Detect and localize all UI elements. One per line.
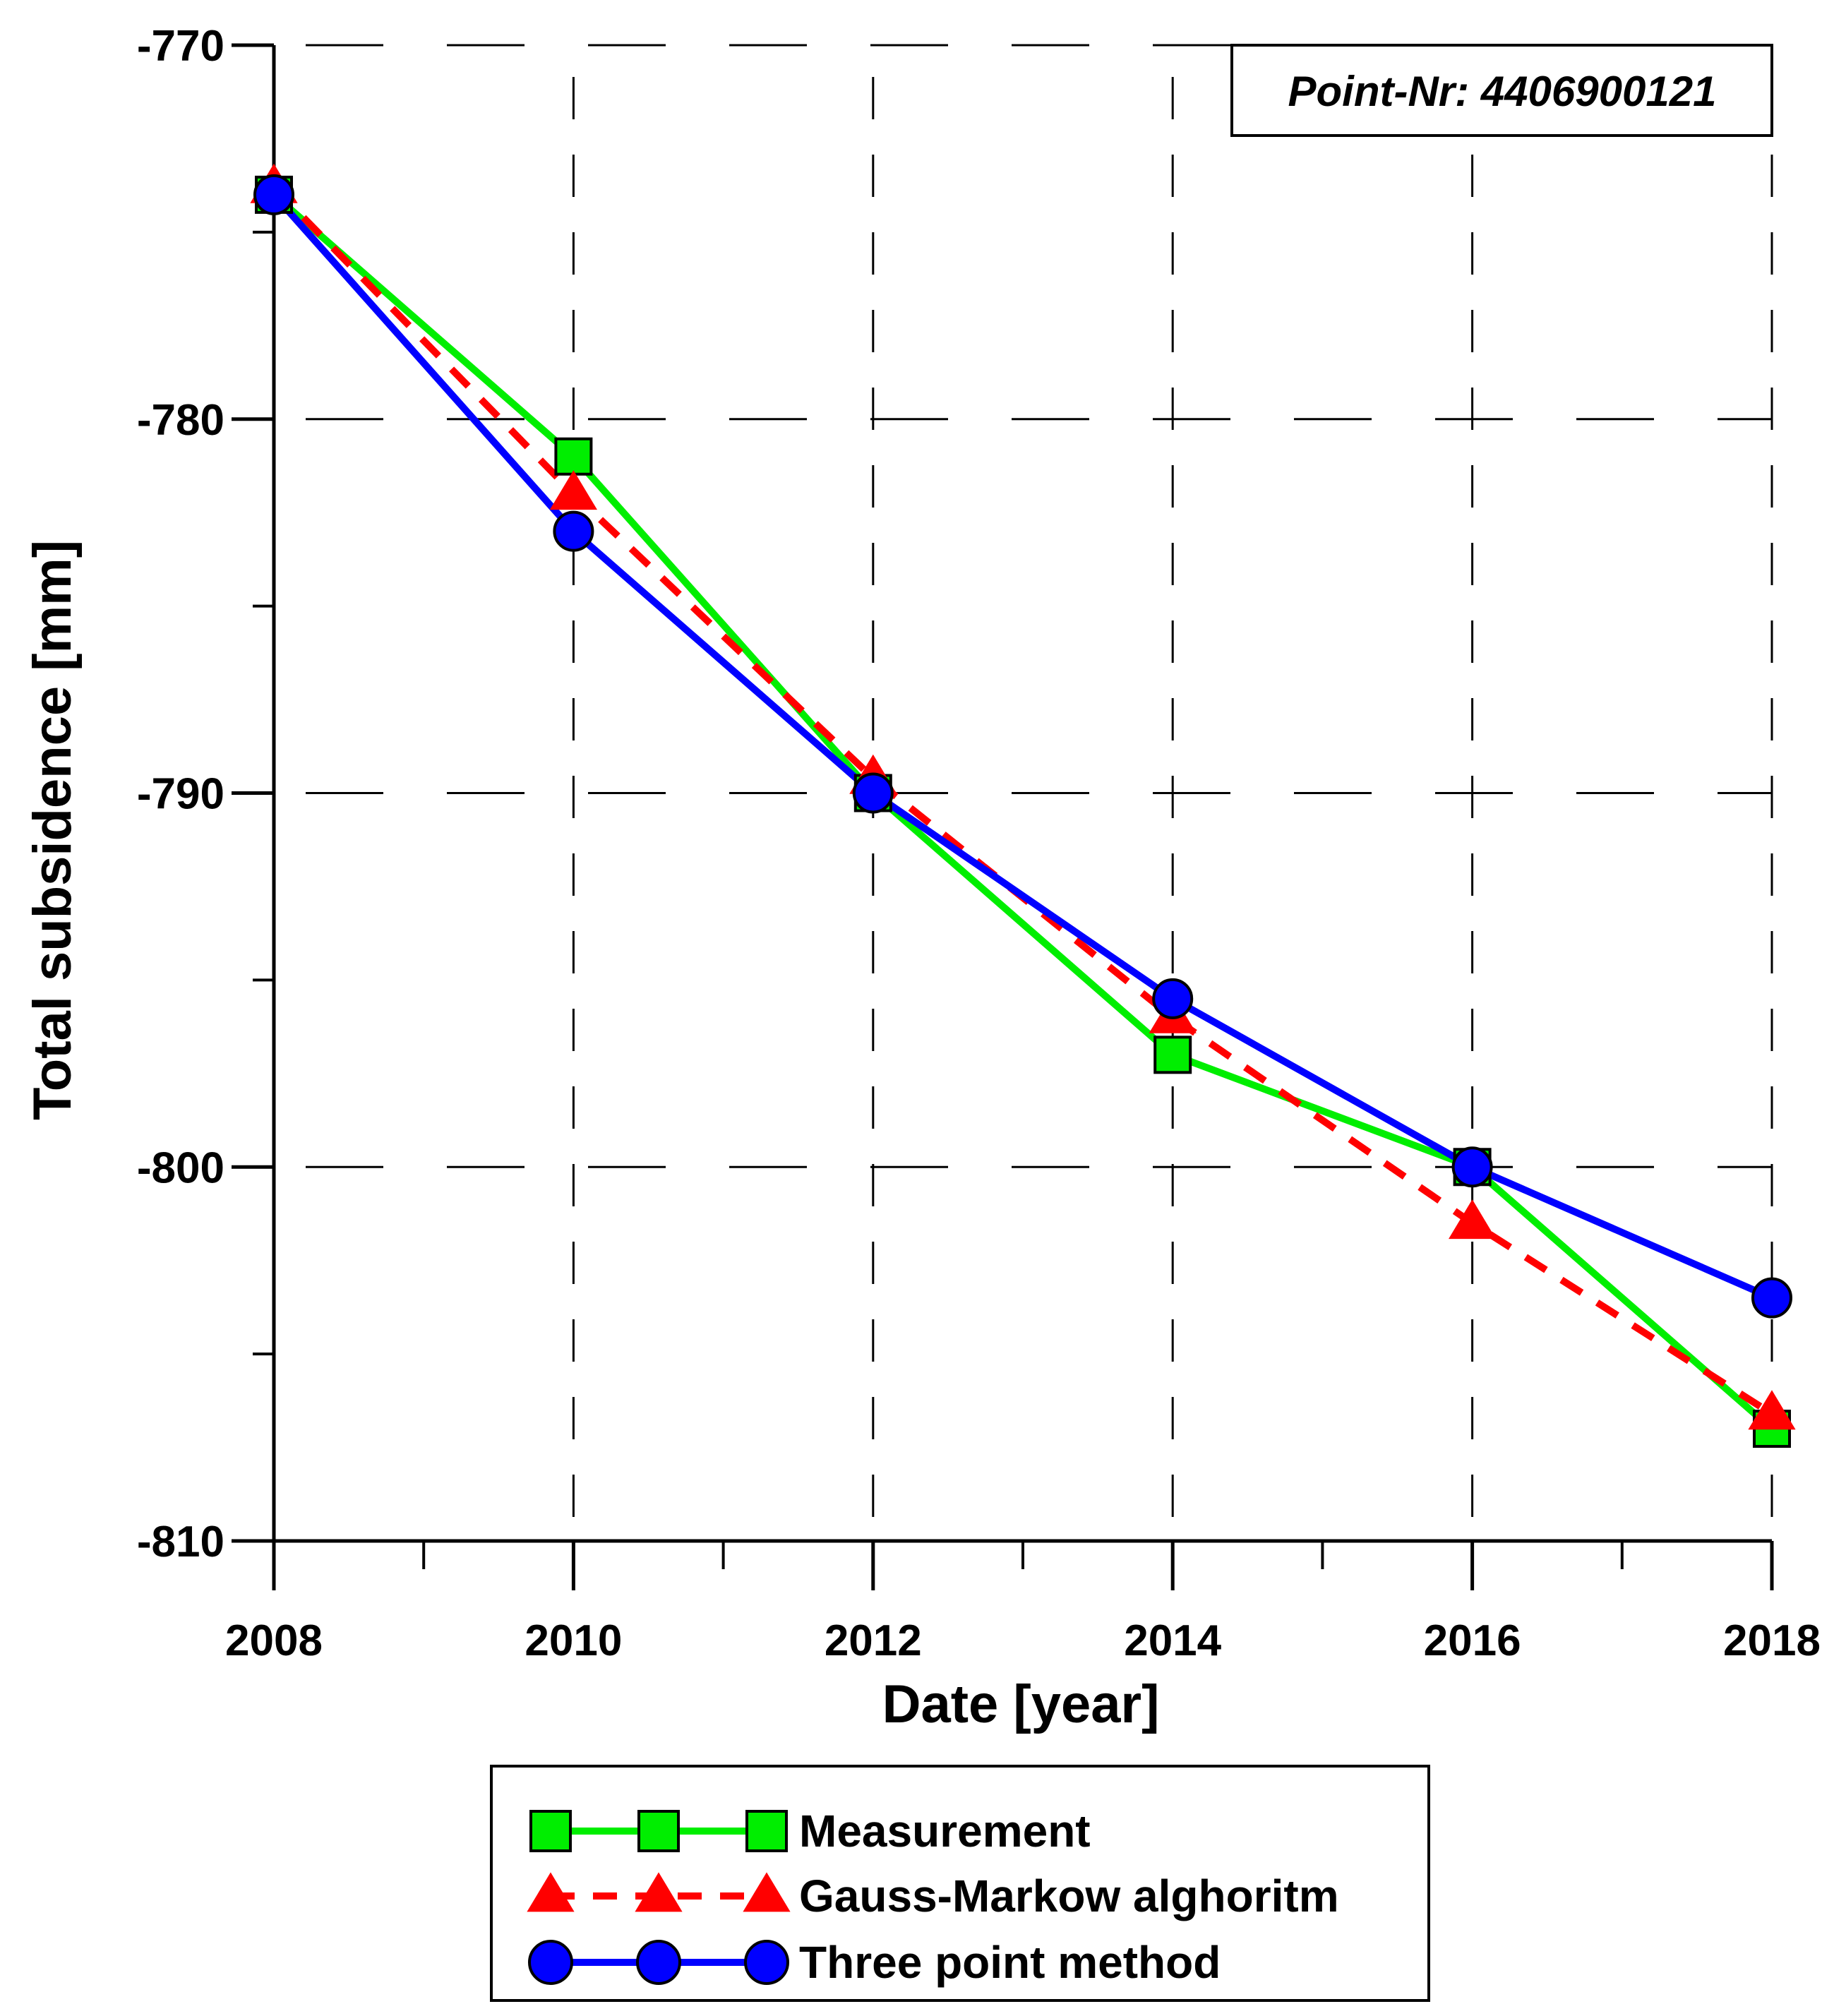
annotation-box [1230,44,1773,137]
y-axis-title: Total subsidence [mm] [23,540,83,1120]
data-point-triangle [549,470,597,510]
axes: -770 -780 -790 -800 -810 2008 2010 2012 2014 2016… [137,22,1821,1665]
data-point-circle [1451,1146,1493,1188]
data-point-triangle [1449,1199,1497,1240]
annotation-text: Point-Nr: 4406900121 [1288,68,1717,115]
data-point-circle [1152,978,1194,1019]
y-tick-label: -780 [137,396,224,445]
data-point-circle [253,174,294,215]
legend: Measurement Gauss-Markow alghoritm Three p… [490,1765,1430,2002]
data-point-square [1153,1036,1192,1074]
x-tick-label: 2008 [225,1616,323,1665]
grid [274,44,1773,1541]
data-point-square [637,1810,680,1852]
series [250,163,1796,1448]
data-point-circle [528,1940,573,1985]
x-tick-label: 2014 [1124,1616,1221,1665]
data-point-circle [553,510,594,552]
data-point-circle [852,772,894,814]
x-tick-label: 2012 [825,1616,922,1665]
data-point-triangle [1748,1390,1796,1430]
y-tick-label: -810 [137,1518,224,1566]
y-tick-label: -770 [137,22,224,71]
data-point-circle [1751,1277,1792,1319]
data-point-square [529,1810,572,1852]
data-point-square [745,1810,788,1852]
series-line-square [271,192,1775,1432]
x-tick-label: 2010 [525,1616,622,1665]
y-tick-label: -800 [137,1144,224,1192]
data-point-square [554,437,593,476]
x-tick-label: 2018 [1723,1616,1821,1665]
data-point-circle [636,1940,681,1985]
data-point-circle [744,1940,789,1985]
legend-label: Measurement [799,1806,1091,1856]
series-line-circle [271,192,1774,1302]
annotation: Point-Nr: 4406900121 [1230,44,1773,137]
x-axis-title: Date [year] [882,1674,1160,1734]
legend-label: Three point method [799,1937,1221,1988]
x-tick-label: 2016 [1424,1616,1521,1665]
data-point-triangle [527,1872,575,1912]
y-tick-label: -790 [137,770,224,819]
legend-label: Gauss-Markow alghoritm [799,1871,1339,1921]
data-point-triangle [635,1872,683,1912]
data-point-triangle [743,1872,791,1912]
